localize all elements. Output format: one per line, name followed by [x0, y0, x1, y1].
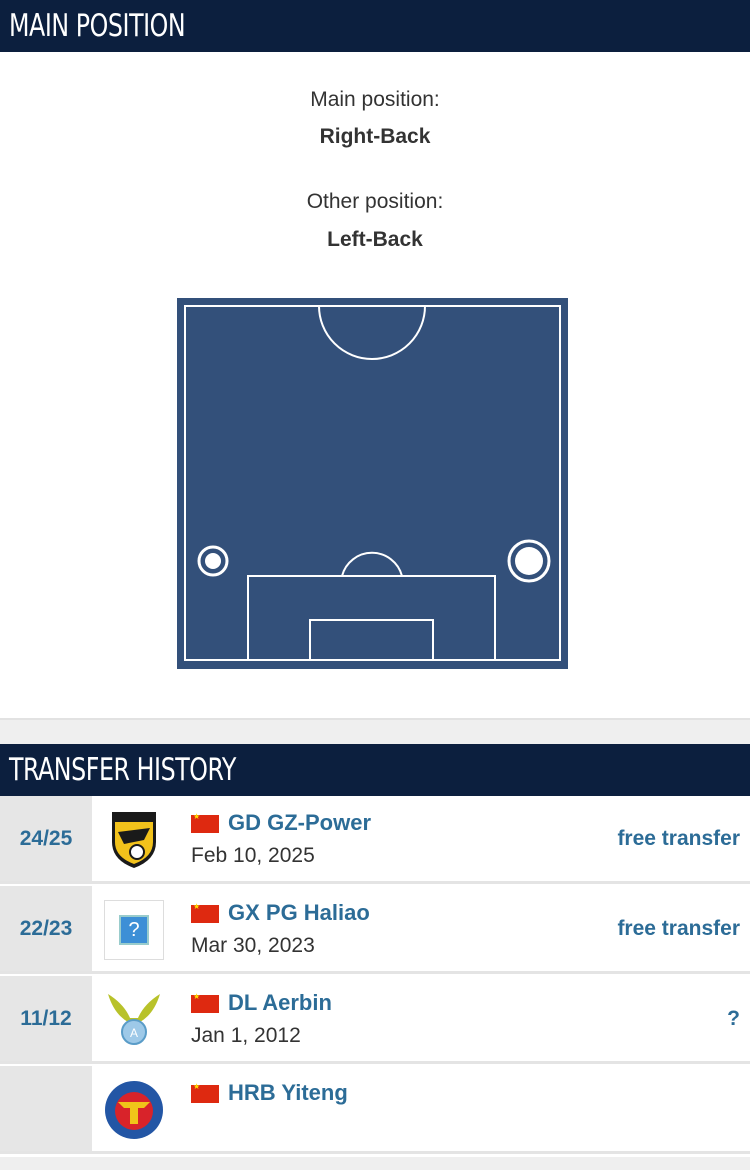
transfer-row[interactable]: 22/23 ? GX PG Haliao Mar 30, 2023 free t… [0, 886, 750, 974]
transfer-date: Mar 30, 2023 [191, 934, 315, 957]
season [0, 1066, 92, 1151]
season: 24/25 [0, 796, 92, 881]
transfer-fee[interactable]: free transfer [617, 827, 740, 850]
transfer-date: Jan 1, 2012 [191, 1024, 301, 1047]
transfer-history-header: TRANSFER HISTORY [0, 744, 750, 796]
club-link[interactable]: HRB Yiteng [228, 1080, 348, 1105]
page-bottom [0, 1157, 750, 1170]
main-position-value: Right-Back [319, 125, 431, 148]
main-position-marker [515, 547, 543, 575]
china-flag-icon [191, 812, 219, 833]
season: 22/23 [0, 886, 92, 971]
other-position-label: Other position: [306, 190, 444, 213]
yiteng-crest-icon[interactable] [104, 1080, 164, 1140]
china-flag-icon [191, 992, 219, 1013]
other-position-marker-ring [197, 545, 229, 577]
section-divider [0, 718, 750, 744]
goal-area [309, 619, 434, 661]
season: 11/12 [0, 976, 92, 1061]
header-title: MAIN POSITION [9, 8, 186, 44]
transfer-row[interactable]: 11/12 A DL Aerbin Jan 1, 2012 ? [0, 976, 750, 1064]
transfer-row[interactable]: 24/25 GD GZ-Power Feb 10, 2025 free tran… [0, 796, 750, 884]
transfer-fee[interactable]: ? [727, 1007, 740, 1030]
main-position-header: MAIN POSITION [0, 0, 750, 52]
club-link[interactable]: DL Aerbin [228, 990, 332, 1015]
other-position-marker [205, 553, 221, 569]
penalty-arc [341, 551, 403, 577]
transfer-date: Feb 10, 2025 [191, 844, 315, 867]
china-flag-icon [191, 902, 219, 923]
other-position-value: Left-Back [327, 228, 423, 251]
main-position-label: Main position: [310, 88, 440, 111]
main-position-marker-ring [507, 539, 551, 583]
svg-text:A: A [130, 1026, 138, 1040]
gz-power-crest-icon[interactable] [104, 810, 164, 870]
transfer-row[interactable]: HRB Yiteng [0, 1066, 750, 1154]
position-pitch [177, 298, 568, 669]
center-circle [318, 305, 426, 360]
dl-aerbin-crest-icon[interactable]: A [104, 990, 164, 1050]
china-flag-icon [191, 1082, 219, 1103]
club-link[interactable]: GD GZ-Power [228, 810, 372, 835]
pitch-background [177, 298, 568, 669]
transfer-fee[interactable]: free transfer [617, 917, 740, 940]
placeholder-question-icon[interactable]: ? [104, 900, 164, 960]
club-link[interactable]: GX PG Haliao [228, 900, 370, 925]
header-title: TRANSFER HISTORY [9, 752, 236, 788]
